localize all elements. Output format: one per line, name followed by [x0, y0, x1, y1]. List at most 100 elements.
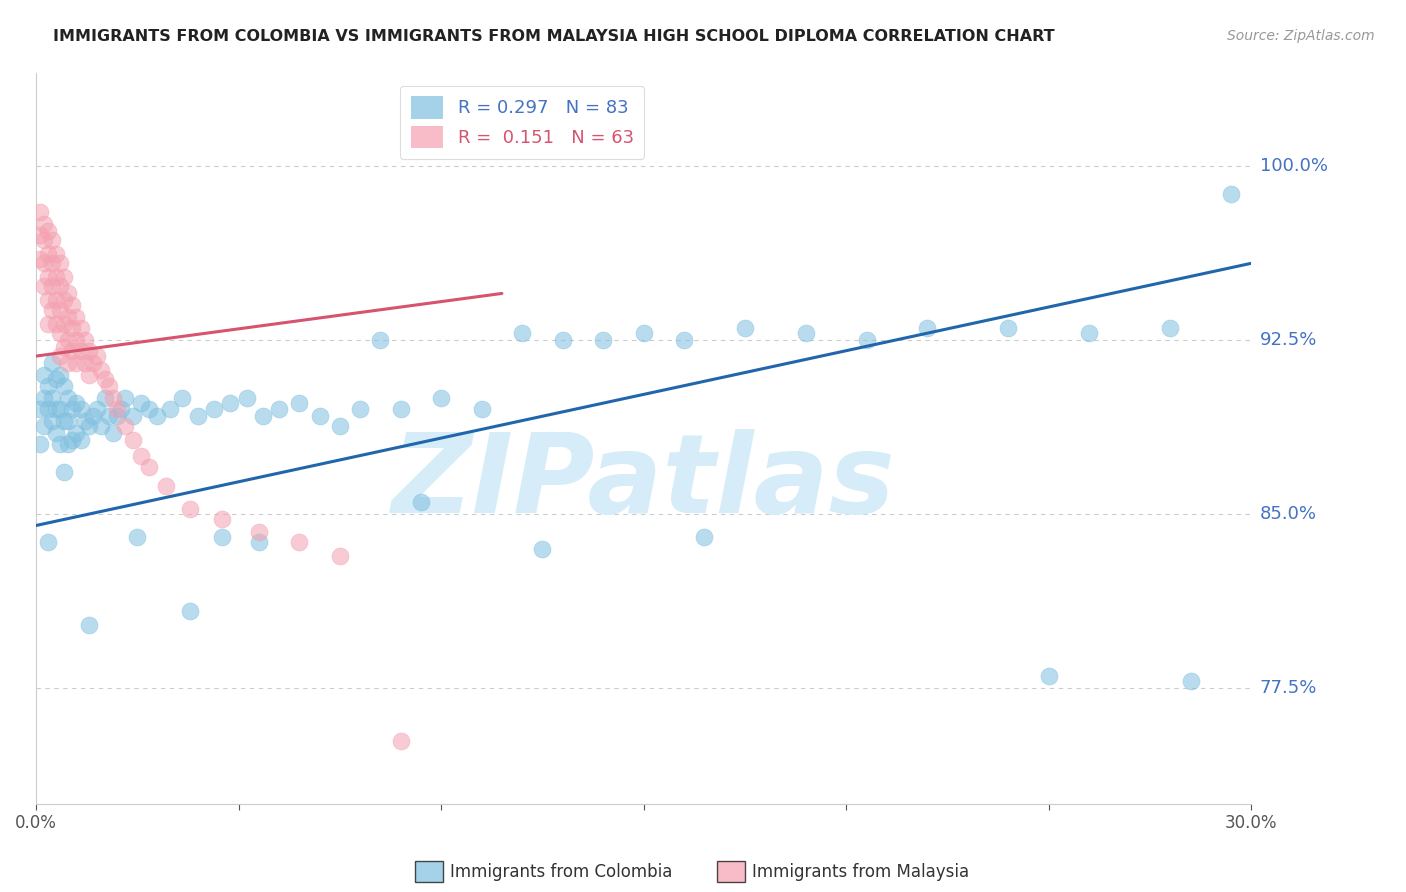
Point: [855, 333, 877, 347]
Point: [1180, 673, 1202, 688]
Point: [86, 349, 108, 363]
Point: [187, 409, 209, 424]
Text: IMMIGRANTS FROM COLOMBIA VS IMMIGRANTS FROM MALAYSIA HIGH SCHOOL DIPLOMA CORRELA: IMMIGRANTS FROM COLOMBIA VS IMMIGRANTS F…: [53, 29, 1054, 44]
Point: [60, 298, 83, 312]
Point: [997, 321, 1019, 335]
Point: [60, 344, 83, 359]
Point: [32, 418, 55, 433]
Point: [127, 530, 149, 544]
Point: [179, 604, 201, 618]
Point: [49, 326, 72, 340]
Point: [202, 402, 225, 417]
Point: [32, 391, 55, 405]
Point: [105, 402, 128, 417]
Point: [69, 402, 91, 417]
Point: [129, 449, 152, 463]
Point: [32, 279, 55, 293]
Point: [65, 395, 87, 409]
Point: [53, 270, 76, 285]
Point: [101, 425, 124, 440]
Point: [49, 402, 72, 417]
Point: [69, 433, 91, 447]
Point: [673, 333, 696, 347]
Point: [37, 224, 59, 238]
Point: [138, 460, 160, 475]
Text: Immigrants from Malaysia: Immigrants from Malaysia: [752, 863, 969, 881]
Point: [794, 326, 817, 340]
Point: [53, 465, 76, 479]
Point: [1038, 669, 1060, 683]
Point: [32, 217, 55, 231]
Point: [430, 391, 453, 405]
Point: [211, 511, 233, 525]
Point: [28, 228, 51, 243]
Point: [37, 293, 59, 308]
Point: [77, 618, 100, 632]
Point: [82, 356, 104, 370]
Point: [368, 333, 391, 347]
Point: [138, 402, 160, 417]
Point: [49, 368, 72, 382]
Point: [90, 418, 112, 433]
Point: [531, 541, 554, 556]
Point: [105, 409, 128, 424]
Point: [49, 279, 72, 293]
Point: [110, 402, 132, 417]
Point: [1159, 321, 1181, 335]
Point: [37, 402, 59, 417]
Point: [252, 409, 274, 424]
Point: [28, 402, 51, 417]
Point: [37, 379, 59, 393]
Point: [73, 333, 96, 347]
Point: [219, 395, 242, 409]
Point: [53, 340, 76, 354]
Text: 100.0%: 100.0%: [1260, 157, 1327, 175]
Point: [510, 326, 533, 340]
Point: [49, 256, 72, 270]
Point: [1220, 186, 1243, 201]
Point: [389, 402, 412, 417]
Point: [267, 402, 290, 417]
Point: [86, 402, 108, 417]
Point: [60, 402, 83, 417]
Point: [53, 293, 76, 308]
Point: [146, 409, 169, 424]
Point: [45, 247, 67, 261]
Point: [65, 425, 87, 440]
Point: [49, 302, 72, 317]
Point: [60, 321, 83, 335]
Point: [41, 302, 63, 317]
Point: [41, 256, 63, 270]
Point: [633, 326, 655, 340]
Point: [58, 333, 80, 347]
Point: [155, 479, 177, 493]
Text: 77.5%: 77.5%: [1260, 679, 1317, 697]
Point: [170, 391, 193, 405]
Point: [693, 530, 716, 544]
Point: [77, 344, 100, 359]
Point: [734, 321, 756, 335]
Point: [592, 333, 614, 347]
Point: [94, 372, 117, 386]
Point: [58, 414, 80, 428]
Point: [69, 321, 91, 335]
Point: [551, 333, 574, 347]
Point: [45, 425, 67, 440]
Point: [58, 391, 80, 405]
Point: [77, 418, 100, 433]
Point: [69, 344, 91, 359]
Point: [97, 409, 120, 424]
Point: [235, 391, 257, 405]
Point: [90, 363, 112, 377]
Point: [389, 734, 412, 748]
Point: [28, 252, 51, 266]
Point: [53, 379, 76, 393]
Text: Source: ZipAtlas.com: Source: ZipAtlas.com: [1227, 29, 1375, 43]
Point: [37, 270, 59, 285]
Point: [917, 321, 939, 335]
Point: [349, 402, 371, 417]
Point: [65, 356, 87, 370]
Point: [211, 530, 233, 544]
Point: [288, 395, 311, 409]
Point: [53, 414, 76, 428]
